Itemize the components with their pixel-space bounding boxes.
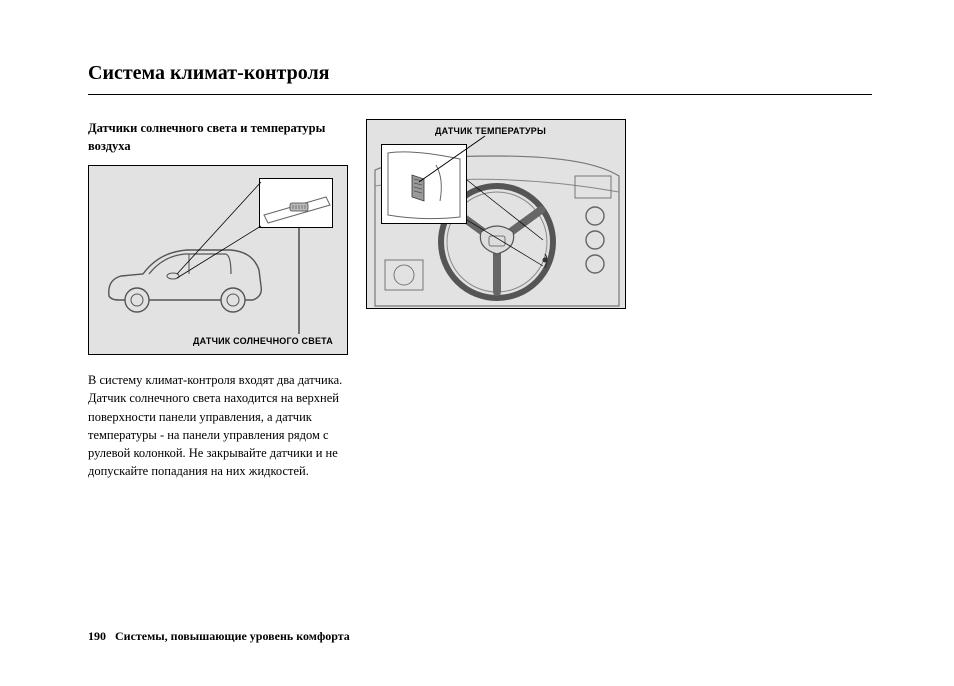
footer-section: Системы, повышающие уровень комфорта <box>115 629 350 643</box>
body-paragraph: В систему климат-контроля входят два дат… <box>88 371 348 480</box>
section-heading: Датчики солнечного света и температуры в… <box>88 119 348 155</box>
column-2: ДАТЧИК ТЕМПЕРАТУРЫ <box>366 119 626 480</box>
car-silhouette-icon <box>103 240 267 320</box>
column-1: Датчики солнечного света и температуры в… <box>88 119 348 480</box>
inset-sunlight-detail <box>259 178 333 228</box>
inset-temperature-detail <box>381 144 467 224</box>
figure-temperature-sensor: ДАТЧИК ТЕМПЕРАТУРЫ <box>366 119 626 309</box>
manual-page: Система климат-контроля Датчики солнечно… <box>0 0 954 686</box>
figure-sunlight-sensor: ДАТЧИК СОЛНЕЧНОГО СВЕТА <box>88 165 348 355</box>
page-title: Система климат-контроля <box>88 62 872 95</box>
page-number: 190 <box>88 629 106 643</box>
sensor-detail-icon <box>260 179 334 229</box>
page-footer: 190 Системы, повышающие уровень комфорта <box>88 629 350 644</box>
temp-sensor-detail-icon <box>382 145 468 225</box>
content-columns: Датчики солнечного света и температуры в… <box>88 119 872 480</box>
figure1-caption: ДАТЧИК СОЛНЕЧНОГО СВЕТА <box>193 336 333 346</box>
column-3 <box>644 119 872 480</box>
